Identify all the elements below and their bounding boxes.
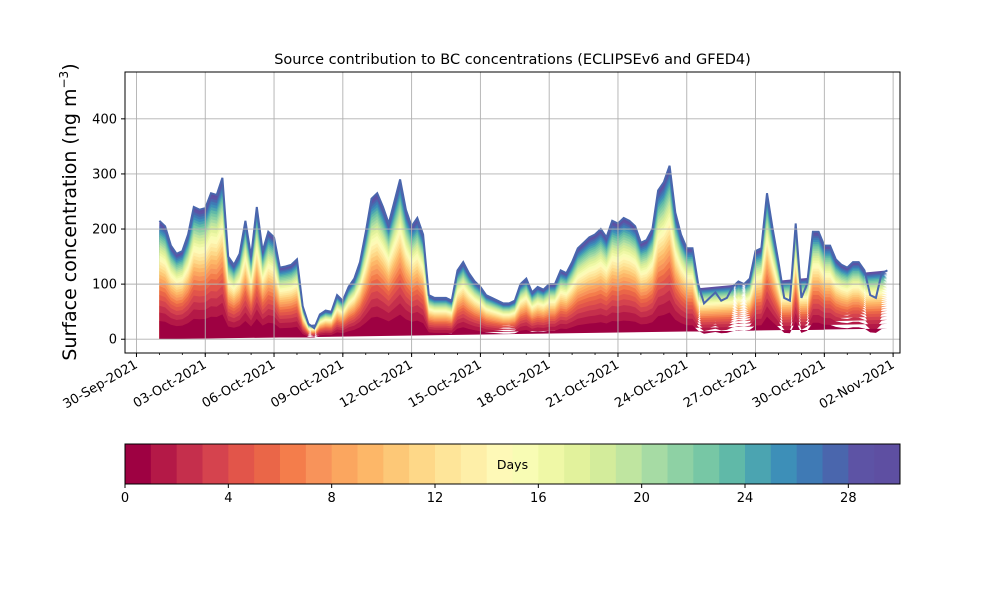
colorbar-bin bbox=[228, 444, 255, 484]
colorbar-tick-label: 16 bbox=[530, 491, 547, 506]
x-tick-label: 06-Oct-2021 bbox=[200, 357, 278, 411]
series-total-line bbox=[158, 165, 888, 330]
x-axis: 30-Sep-202103-Oct-202106-Oct-202109-Oct-… bbox=[61, 353, 897, 412]
colorbar-bin bbox=[383, 444, 410, 484]
colorbar-bin bbox=[331, 444, 358, 484]
x-tick-label: 30-Oct-2021 bbox=[750, 357, 828, 411]
colorbar-bin bbox=[745, 444, 772, 484]
colorbar-bin bbox=[719, 444, 746, 484]
colorbar-bin bbox=[280, 444, 307, 484]
colorbar-bin bbox=[874, 444, 901, 484]
x-tick-label: 27-Oct-2021 bbox=[681, 357, 759, 411]
y-tick-label: 0 bbox=[109, 333, 117, 348]
colorbar-tick-label: 12 bbox=[427, 491, 444, 506]
colorbar-bin bbox=[486, 444, 513, 484]
area-layer-day-0 bbox=[159, 312, 888, 340]
colorbar-bin bbox=[460, 444, 488, 484]
colorbar-bin bbox=[590, 444, 617, 484]
y-axis-label: Surface concentration (ng m−3) bbox=[57, 63, 81, 360]
x-tick-label: 09-Oct-2021 bbox=[268, 357, 346, 411]
x-tick-label: 02-Nov-2021 bbox=[817, 357, 897, 412]
colorbar-tick-label: 20 bbox=[633, 491, 650, 506]
colorbar-tick-label: 0 bbox=[121, 491, 129, 506]
y-axis-label-close: ) bbox=[59, 63, 81, 70]
colorbar-bin bbox=[796, 444, 823, 484]
x-tick-label: 21-Oct-2021 bbox=[544, 357, 622, 411]
colorbar-tick-label: 28 bbox=[840, 491, 857, 506]
colorbar-bin bbox=[409, 444, 436, 484]
x-tick-label: 24-Oct-2021 bbox=[612, 357, 690, 411]
y-tick-label: 200 bbox=[92, 223, 117, 238]
colorbar-bin bbox=[770, 444, 798, 484]
y-axis-label-superscript: −3 bbox=[57, 71, 71, 89]
y-tick-label: 100 bbox=[92, 278, 117, 293]
colorbar-bin bbox=[512, 444, 539, 484]
y-axis: 0 100 200 300 400 bbox=[92, 112, 125, 348]
colorbar-tick-label: 8 bbox=[328, 491, 336, 506]
colorbar bbox=[125, 444, 901, 484]
colorbar-bin bbox=[693, 444, 720, 484]
colorbar-bin bbox=[357, 444, 384, 484]
colorbar-bin bbox=[202, 444, 229, 484]
y-axis-label-text: Surface concentration (ng m bbox=[59, 89, 81, 361]
colorbar-bin bbox=[254, 444, 281, 484]
y-tick-label: 400 bbox=[92, 112, 117, 127]
chart-title: Source contribution to BC concentrations… bbox=[274, 52, 751, 68]
colorbar-bin bbox=[125, 444, 152, 484]
colorbar-bin bbox=[538, 444, 565, 484]
colorbar-bin bbox=[641, 444, 668, 484]
colorbar-label: Days bbox=[497, 457, 528, 472]
x-tick-label: 12-Oct-2021 bbox=[337, 357, 415, 411]
colorbar-bin bbox=[564, 444, 591, 484]
colorbar-tick-label: 4 bbox=[224, 491, 232, 506]
area-layer-day-1 bbox=[159, 300, 888, 340]
plot-frame bbox=[124, 71, 901, 354]
colorbar-bin bbox=[667, 444, 694, 484]
colorbar-tick-label: 24 bbox=[737, 491, 754, 506]
colorbar-bin bbox=[305, 444, 333, 484]
grid-lines bbox=[125, 72, 900, 353]
x-tick-label: 30-Sep-2021 bbox=[61, 357, 141, 412]
colorbar-bin bbox=[615, 444, 643, 484]
colorbar-frame bbox=[124, 443, 901, 485]
colorbar-bin bbox=[822, 444, 849, 484]
x-tick-label: 18-Oct-2021 bbox=[475, 357, 553, 411]
y-tick-label: 300 bbox=[92, 167, 117, 182]
colorbar-bin bbox=[150, 444, 178, 484]
x-tick-label: 03-Oct-2021 bbox=[131, 357, 209, 411]
colorbar-bin bbox=[848, 444, 875, 484]
colorbar-bin bbox=[435, 444, 462, 484]
x-tick-label: 15-Oct-2021 bbox=[406, 357, 484, 411]
colorbar-bin bbox=[176, 444, 203, 484]
colorbar-ticks: 0 4 8 12 16 20 24 28 bbox=[121, 484, 857, 506]
area-layer-day-2 bbox=[159, 290, 888, 340]
